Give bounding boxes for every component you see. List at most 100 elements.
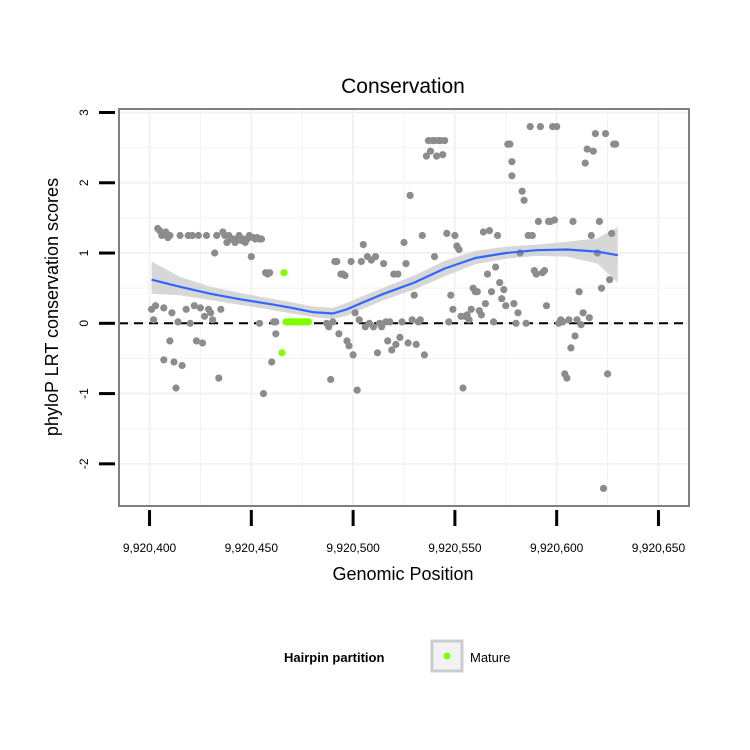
data-point-other [345,342,353,350]
data-point-other [359,241,367,249]
data-point-other [371,253,380,261]
data-point-other [392,340,400,348]
data-point-other [526,123,534,131]
data-point-other [402,260,410,268]
data-point-other [536,123,545,131]
data-point-other [384,337,392,345]
data-point-other [215,374,223,382]
data-point-other [518,187,526,195]
data-point-other [520,196,528,204]
data-point-other [166,337,174,345]
data-point-other [581,159,589,167]
data-point-other [213,231,221,240]
x-tick-label: 9,920,450 [225,541,279,555]
grid [119,109,689,506]
data-point-other [589,147,597,155]
data-point-other [207,309,215,317]
data-point-other [272,318,280,326]
data-point-other [601,130,610,138]
confidence-band-layer [151,227,618,320]
data-point-other [404,339,412,347]
data-point-other [420,351,428,359]
data-point-other [190,302,198,310]
data-point-other [418,231,426,240]
data-point-other [553,123,561,131]
data-point-other [591,130,600,138]
x-tick-label: 9,920,600 [530,541,584,555]
data-point-other [597,284,606,292]
data-point-other [369,323,378,331]
data-point-other [604,370,612,378]
data-point-other [481,300,489,308]
data-point-other [575,288,583,296]
data-point-other [327,375,335,384]
data-point-other [483,270,492,278]
data-point-other [445,318,453,326]
y-axis: -2 -1 0 1 2 3 [77,109,115,469]
data-point-other [341,271,349,280]
x-tick-label: 9,920,500 [326,541,380,555]
data-point-other [217,305,225,313]
data-point-other [510,300,518,308]
data-point-other [441,137,449,145]
data-point-other [433,152,441,160]
data-point-other [211,249,219,257]
data-point-other [487,288,496,296]
data-point-other [174,318,182,326]
data-point-other [587,231,595,240]
data-point-other [534,217,543,225]
data-point-other [378,323,386,331]
data-point-other [160,304,168,312]
data-point-other [508,158,516,166]
x-tick-label: 9,920,550 [428,541,482,555]
data-point-other [329,318,337,326]
x-axis-label: Genomic Position [332,564,473,584]
data-point-other [398,318,406,326]
data-point-mature [304,318,312,326]
data-point-other [388,346,396,354]
data-point-other [447,291,455,299]
points-layer [148,123,620,492]
y-tick-label: 3 [77,109,91,116]
data-point-other [373,349,382,357]
data-point-other [272,330,280,338]
data-point-other [394,270,402,278]
data-point-other [194,231,202,240]
data-point-other [353,386,361,394]
data-point-other [479,228,487,236]
data-point-other [577,321,585,329]
data-point-other [455,245,463,254]
data-point-other [422,152,430,160]
data-point-other [477,311,485,319]
data-point-other [559,318,567,326]
confidence-band [151,227,618,320]
legend-mature-marker [443,652,451,660]
data-point-other [202,231,211,240]
data-point-other [573,316,581,324]
data-point-other [335,330,343,338]
data-point-other [439,151,447,159]
y-tick-label: 1 [77,249,91,256]
data-point-other [467,305,475,313]
x-axis: 9,920,400 9,920,450 9,920,500 9,920,550 9,92… [123,510,685,555]
data-point-other [608,229,616,237]
data-point-other [506,140,514,148]
data-point-other [528,231,536,240]
data-point-other [259,390,268,398]
data-point-other [473,288,481,296]
data-point-other [209,316,217,324]
data-point-other [257,235,266,243]
data-point-other [178,361,186,370]
data-point-other [494,231,502,240]
data-point-other [451,231,459,240]
legend: Hairpin partition Mature [284,639,510,673]
data-point-other [551,216,559,224]
data-point-other [408,316,416,324]
data-point-other [443,229,451,237]
data-point-other [599,484,608,492]
data-point-other [426,147,435,155]
data-point-other [508,172,516,180]
data-point-other [416,316,424,324]
data-point-other [200,312,209,320]
data-point-other [172,384,180,392]
